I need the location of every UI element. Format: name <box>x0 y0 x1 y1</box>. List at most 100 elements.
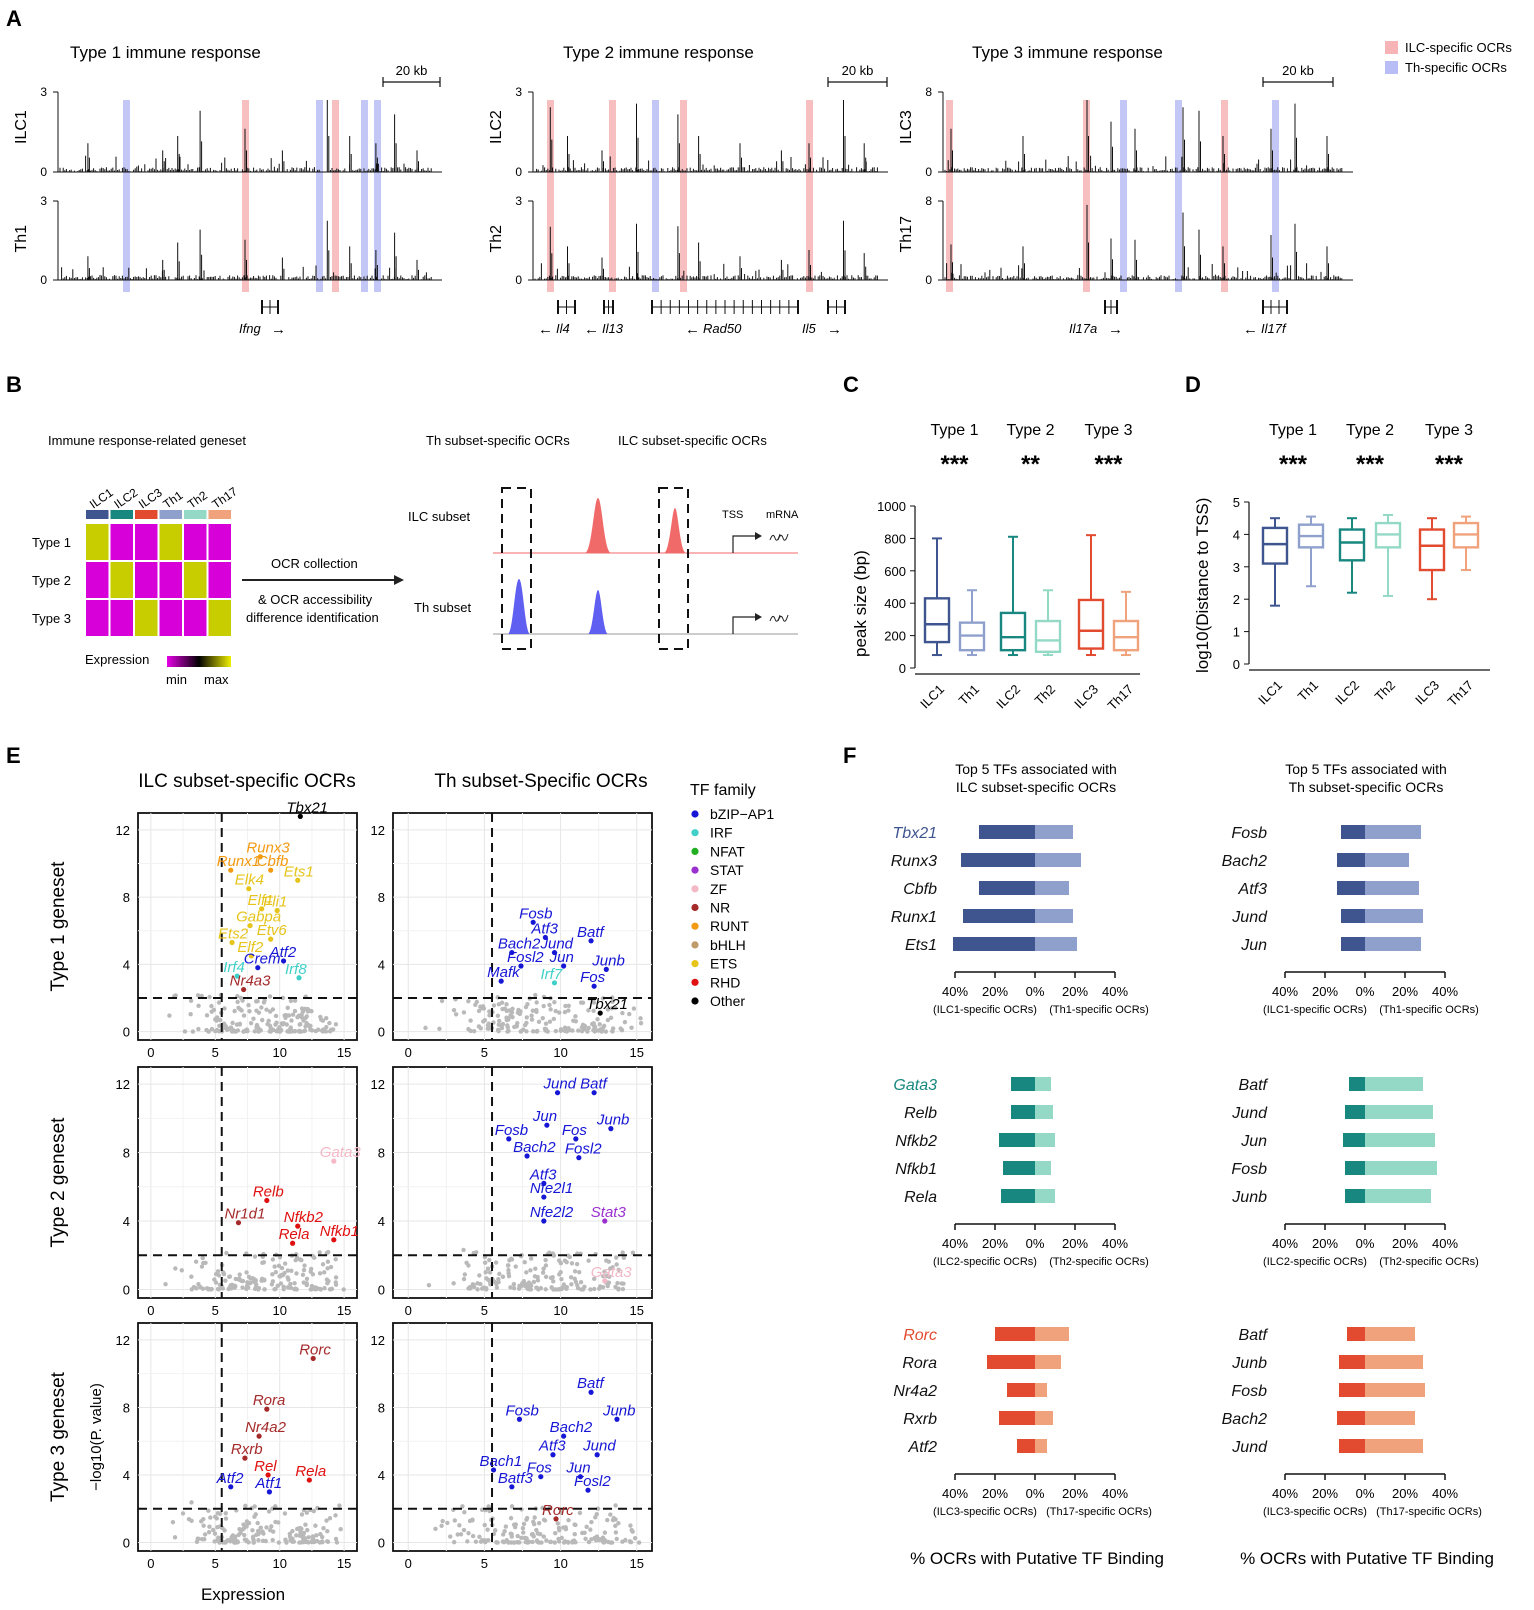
background-point <box>233 1284 238 1289</box>
th-ocr-highlight <box>361 100 368 292</box>
ilc-ocr-highlight <box>547 100 554 292</box>
background-point <box>266 1509 272 1514</box>
legend-a-th-swatch <box>1385 61 1398 74</box>
volcano-y-axis-label: −log10(P. value) <box>88 1383 105 1491</box>
tf-point-label: Tbx21 <box>586 996 628 1013</box>
background-point <box>506 1273 512 1279</box>
background-point <box>466 1263 471 1268</box>
background-point <box>551 1287 556 1292</box>
tf-point <box>541 1180 547 1186</box>
background-point <box>297 1540 302 1545</box>
background-point <box>540 1270 546 1275</box>
tf-bar-label: Gata3 <box>893 1077 937 1094</box>
background-point <box>601 1540 606 1545</box>
background-point <box>250 1534 256 1540</box>
tf-point <box>541 1194 547 1200</box>
background-point <box>309 1028 315 1033</box>
volcano-y-tick-label: 4 <box>378 1468 385 1483</box>
tf-bar-right <box>1035 1355 1061 1369</box>
track-title: Type 2 immune response <box>563 43 754 62</box>
background-point <box>482 1285 487 1290</box>
background-point <box>292 998 298 1003</box>
tf-bar-label: Atf2 <box>908 1439 938 1456</box>
tf-family-legend-dot <box>691 810 699 818</box>
background-point <box>505 1263 511 1268</box>
tf-bar-label: Rela <box>904 1189 937 1206</box>
background-point <box>276 1520 281 1525</box>
tf-bar-x-tick-label: 20% <box>1392 1236 1418 1251</box>
tf-bar-right <box>1365 853 1409 867</box>
volcano-x-tick-label: 5 <box>212 1303 219 1318</box>
tss-label: TSS <box>722 509 743 521</box>
background-point <box>613 1503 618 1508</box>
background-point <box>247 1009 252 1014</box>
legend-a: ILC-specific OCRs Th-specific OCRs <box>1385 40 1512 75</box>
tf-bar-right <box>1035 1439 1047 1453</box>
tf-bar-label: Jund <box>1231 1439 1268 1456</box>
box-x-label: ILC1 <box>1255 678 1285 708</box>
background-point <box>200 1255 205 1261</box>
tf-point-label: Ets1 <box>284 863 314 880</box>
tf-bar-label: Rxrb <box>903 1411 937 1428</box>
background-point <box>523 1539 528 1545</box>
tf-bar-x-tick-label: 0% <box>1356 1486 1375 1501</box>
tf-family-legend-label: STAT <box>710 862 744 878</box>
volcano-x-tick-label: 15 <box>337 1303 351 1318</box>
background-point <box>330 1027 336 1032</box>
volcano-x-tick-label: 10 <box>272 1556 286 1571</box>
background-point <box>523 1004 529 1010</box>
background-point <box>333 1257 338 1262</box>
background-point <box>213 1017 218 1022</box>
tf-point <box>266 1489 272 1495</box>
tf-bar-label: Jun <box>1240 937 1267 954</box>
background-point <box>487 1270 493 1275</box>
background-point <box>301 1267 307 1273</box>
track-max-tick: 3 <box>40 194 47 208</box>
tf-point-label: Rora <box>253 1392 286 1409</box>
background-point <box>317 1540 323 1545</box>
tf-point <box>561 1433 567 1439</box>
background-point <box>308 1023 313 1029</box>
background-point <box>543 1274 549 1280</box>
background-point <box>173 1266 178 1271</box>
background-point <box>531 1279 537 1285</box>
tf-bar-x-tick-label: 0% <box>1356 1236 1375 1251</box>
background-point <box>216 1029 222 1034</box>
volcano-x-tick-label: 10 <box>553 1556 567 1571</box>
background-point <box>307 1008 313 1014</box>
background-point <box>548 1007 553 1012</box>
background-point <box>606 1259 611 1264</box>
background-point <box>585 1029 590 1034</box>
panel-letter-b: B <box>6 372 22 397</box>
tf-bar-side-label: (Th1-specific OCRs) <box>1049 1004 1149 1016</box>
background-point <box>318 1014 323 1020</box>
tf-bar-x-tick-label: 40% <box>1102 984 1128 999</box>
tf-family-legend-label: ETS <box>710 956 737 972</box>
background-point <box>570 1028 575 1033</box>
background-point <box>621 1281 626 1286</box>
background-point <box>439 1523 444 1529</box>
tf-bar-right <box>1035 1077 1051 1091</box>
background-point <box>233 1276 238 1282</box>
ilc-specific-ocrs-label: ILC subset-specific OCRs <box>618 433 767 448</box>
background-point <box>570 1540 575 1545</box>
box-x-label: Th17 <box>1445 678 1477 710</box>
background-point <box>471 1028 477 1034</box>
tf-point-label: Nfe2l1 <box>530 1180 573 1197</box>
box-x-label: ILC1 <box>917 682 947 712</box>
tf-bar-side-label: (Th2-specific OCRs) <box>1049 1256 1149 1268</box>
background-point <box>254 1282 259 1287</box>
heatmap-cell <box>133 522 160 562</box>
tf-family-legend-label: RHD <box>710 974 740 990</box>
tf-point-label: Fos <box>580 969 606 986</box>
background-point <box>303 1522 308 1527</box>
background-point <box>519 1535 524 1540</box>
background-point <box>557 1286 562 1292</box>
tf-bar-side-label: (ILC3-specific OCRs) <box>933 1506 1037 1518</box>
tf-point <box>259 906 265 912</box>
background-point <box>493 1260 499 1265</box>
tf-point-label: Gabpa <box>236 909 281 926</box>
background-point <box>223 1511 228 1516</box>
